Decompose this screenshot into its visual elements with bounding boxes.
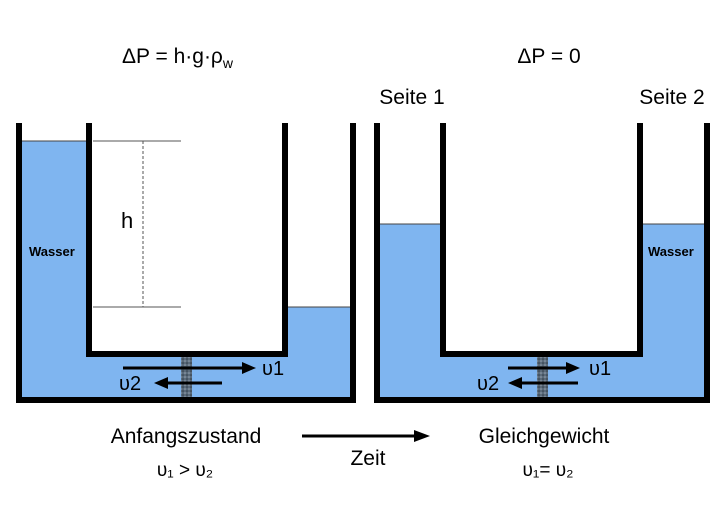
initial-state-relation: υ₁ > υ₂ (157, 460, 213, 481)
left-flux-in-label: υ1 (262, 358, 284, 380)
side2-label: Seite 2 (639, 86, 704, 109)
right-flux-arrow-right (508, 362, 580, 374)
time-arrow (302, 430, 430, 442)
left-flux-out-label: υ2 (119, 373, 141, 395)
left-flux-arrow-left (154, 377, 222, 389)
time-label: Zeit (350, 447, 385, 470)
h-label: h (121, 208, 133, 233)
left-vessel-inner-wall (86, 123, 288, 357)
left-water-side2 (288, 307, 350, 397)
right-vessel-outer-wall (374, 123, 710, 403)
right-vessel: Wasser υ1 υ2 (374, 123, 710, 403)
right-membrane (537, 357, 548, 397)
right-flux-in-label: υ1 (589, 358, 611, 380)
right-flux-out-label: υ2 (477, 373, 499, 395)
right-water-label: Wasser (648, 244, 694, 259)
left-water-side1 (22, 141, 86, 397)
right-flux-arrow-left (508, 377, 578, 389)
side1-label: Seite 1 (379, 86, 444, 109)
left-water-label: Wasser (29, 244, 75, 259)
initial-state-label: Anfangszustand (111, 425, 262, 448)
left-flux-arrow-right (123, 362, 256, 374)
right-vessel-inner-wall (440, 123, 643, 357)
left-membrane (181, 357, 192, 397)
right-water-side2 (643, 224, 704, 397)
left-vessel-outer-wall (16, 123, 356, 403)
right-equation: ΔP = 0 (517, 45, 580, 68)
left-equation: ΔP = h·g·ρw (122, 45, 234, 71)
left-vessel: h Wasser υ1 υ2 (16, 123, 356, 403)
equilibrium-relation: υ₁= υ₂ (523, 460, 574, 481)
height-indicator (93, 140, 181, 308)
equilibrium-label: Gleichgewicht (479, 425, 610, 448)
